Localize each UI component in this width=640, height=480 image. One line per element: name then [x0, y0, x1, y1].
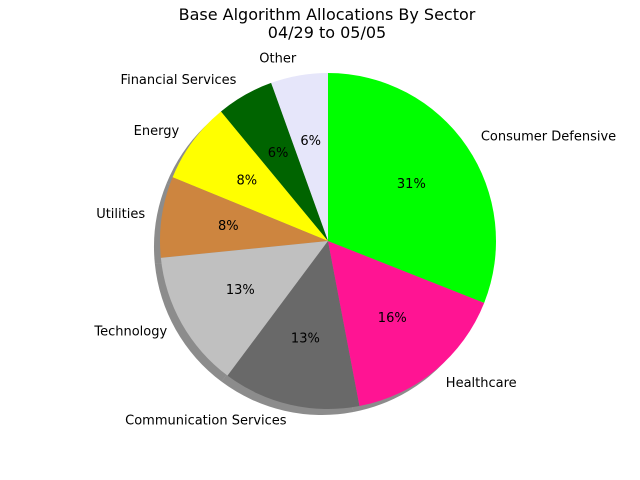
slice-technology: [160, 241, 328, 376]
slice-healthcare: [328, 241, 485, 407]
slice-consumer-defensive: [328, 73, 496, 303]
slice-utilities: [160, 177, 328, 258]
slice-communication-services: [227, 241, 360, 409]
slice-label-healthcare: Healthcare: [446, 376, 517, 391]
slice-label-consumer-defensive: Consumer Defensive: [481, 130, 616, 145]
slice-other: [271, 73, 328, 241]
chart-title: Base Algorithm Allocations By Sector: [179, 5, 476, 24]
slice-financial-services: [220, 82, 328, 242]
slice-pct-label-other: 6%: [300, 134, 321, 149]
slice-label-energy: Energy: [134, 124, 180, 139]
slice-label-utilities: Utilities: [96, 207, 145, 222]
slice-label-communication-services: Communication Services: [125, 414, 287, 429]
pie-labels: 6% Other 6% Financial Services 8% Energy 8% Uti…: [93, 51, 616, 428]
slice-pct-label-communication-services: 13%: [291, 332, 320, 347]
slice-pct-label-utilities: 8%: [218, 219, 239, 234]
slice-label-other: Other: [259, 51, 297, 66]
slice-pct-label-consumer-defensive: 31%: [397, 177, 426, 192]
slice-pct-label-energy: 8%: [237, 174, 258, 189]
chart-subtitle: 04/29 to 05/05: [268, 23, 386, 42]
slice-energy: [172, 111, 328, 241]
slice-pct-label-healthcare: 16%: [378, 311, 407, 326]
slice-label-financial-services: Financial Services: [121, 73, 237, 88]
pie-slices: [160, 73, 496, 409]
slice-pct-label-financial-services: 6%: [268, 146, 289, 161]
slice-pct-label-technology: 13%: [226, 283, 255, 298]
slice-label-technology: Technology: [93, 325, 167, 340]
